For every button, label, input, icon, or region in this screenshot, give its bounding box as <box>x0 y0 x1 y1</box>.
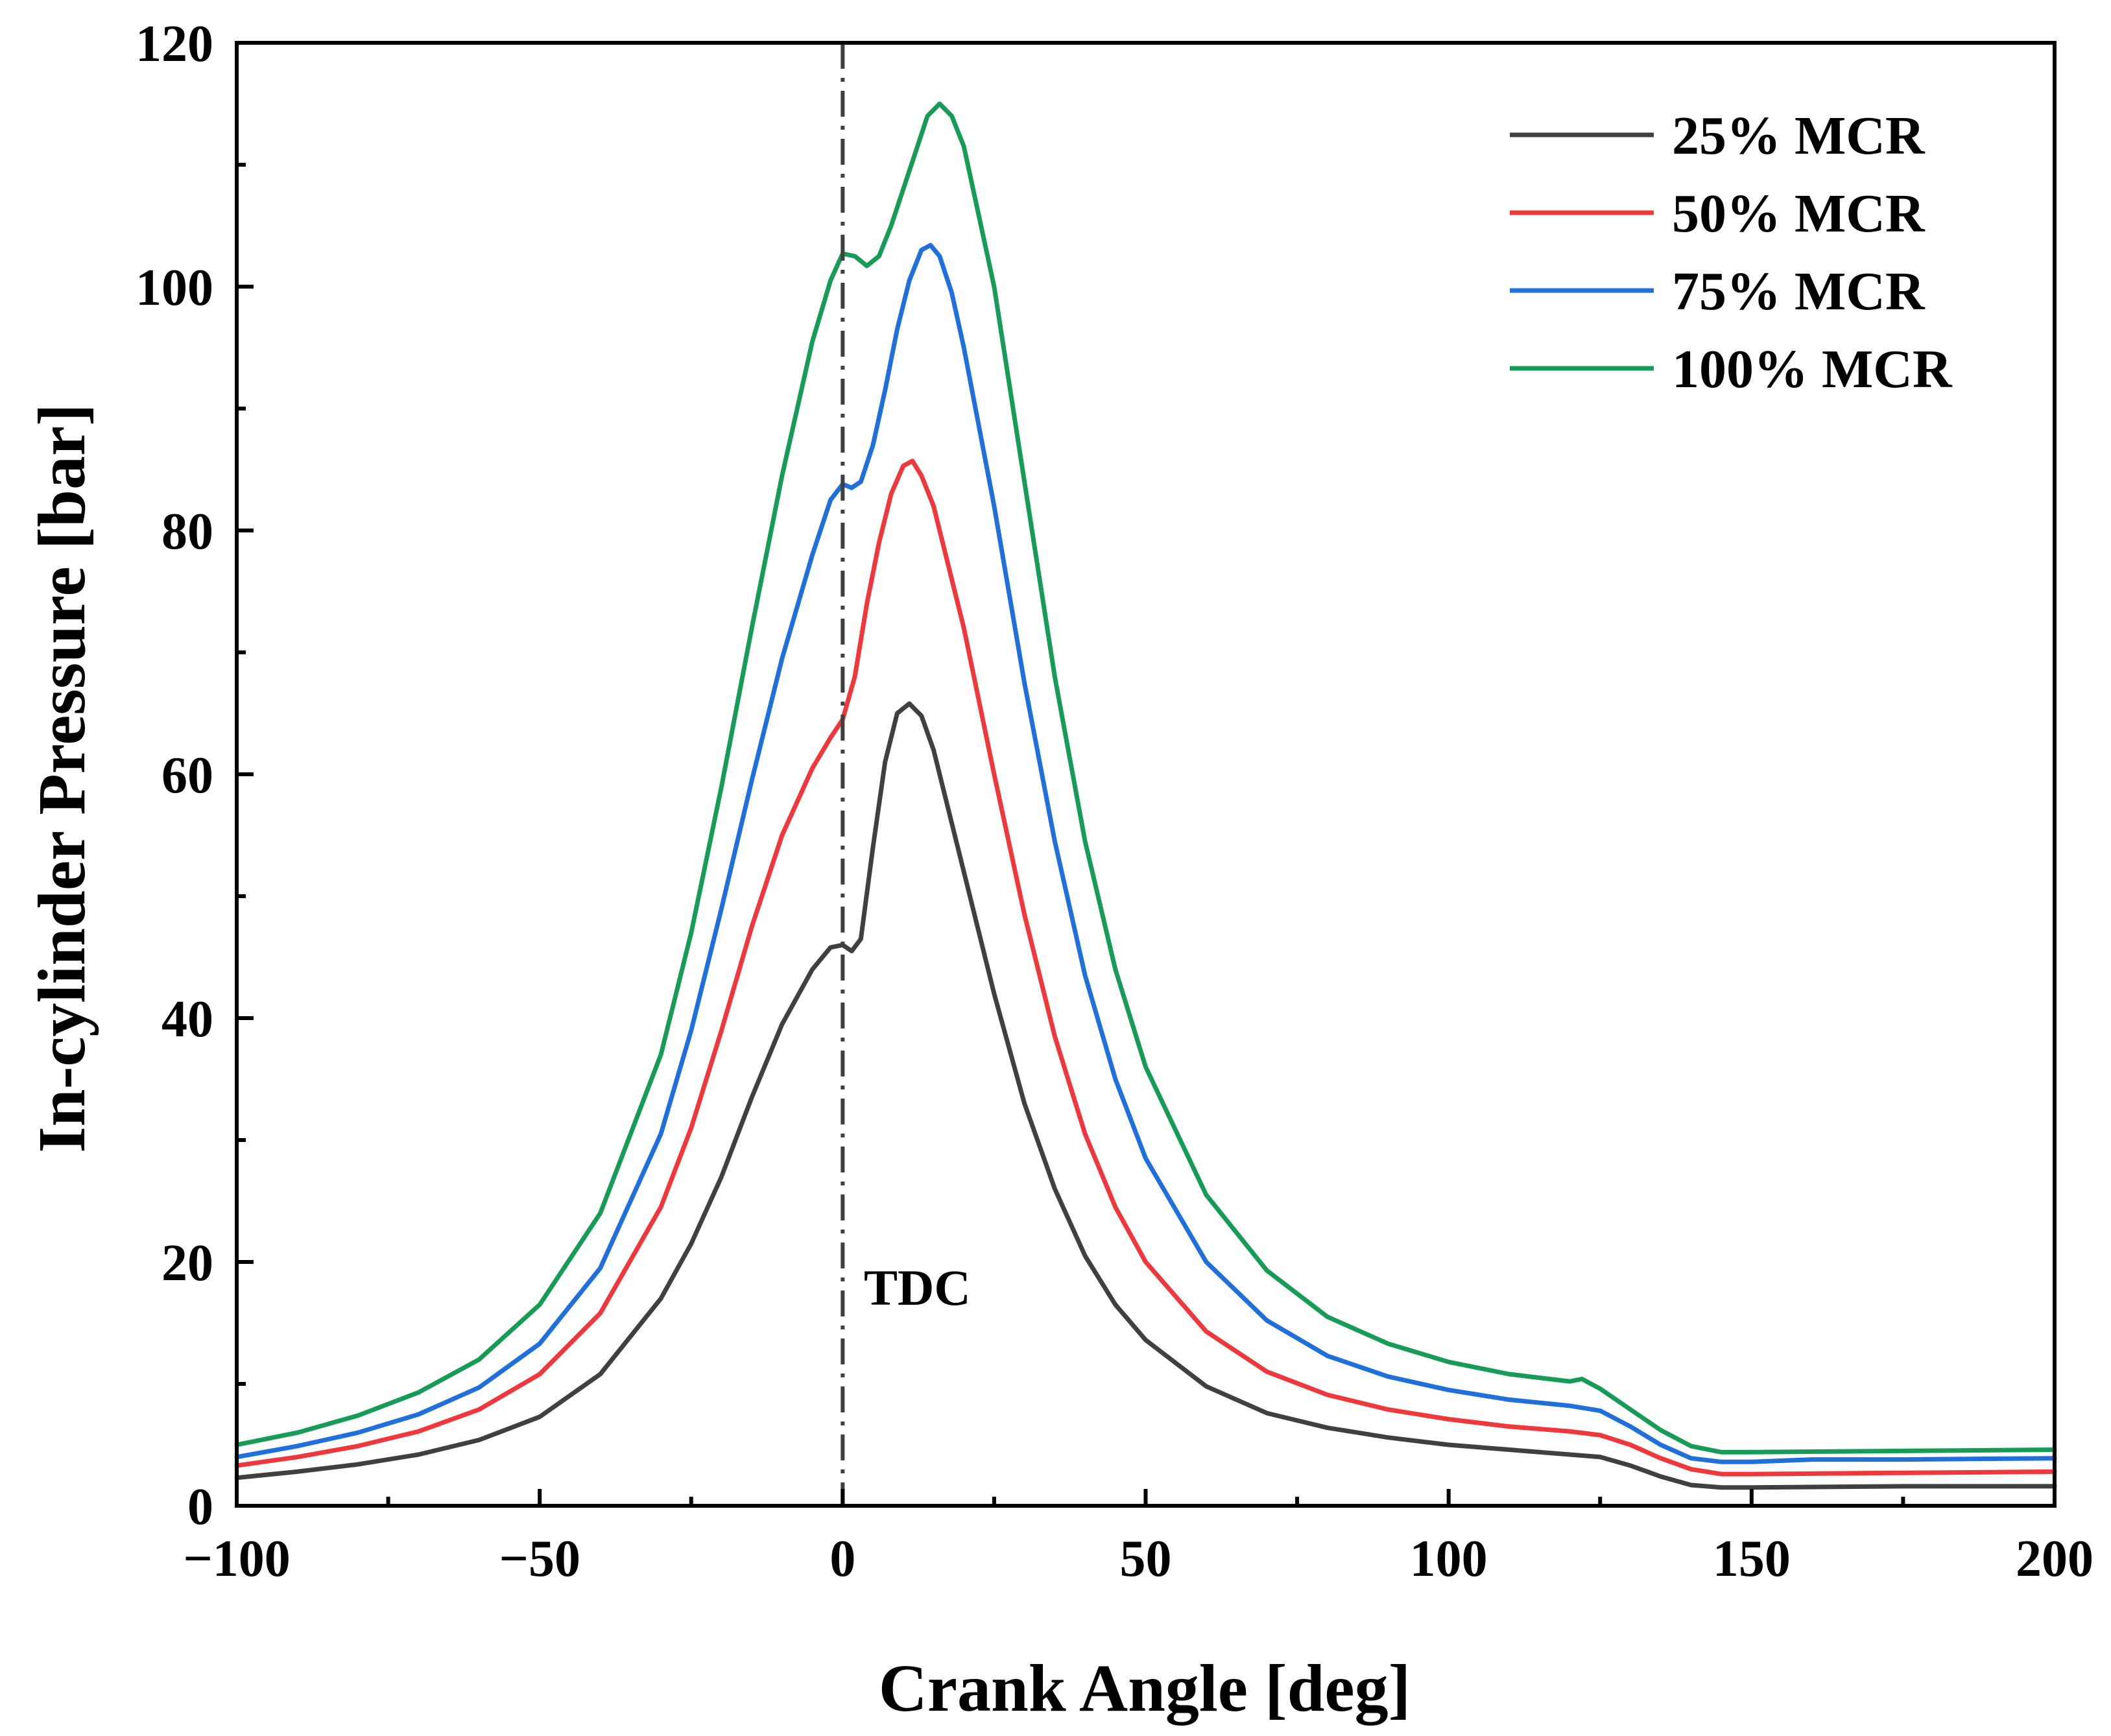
y-tick-label: 80 <box>161 503 213 560</box>
y-tick-label: 0 <box>187 1479 213 1536</box>
x-tick-label: 200 <box>2016 1530 2093 1587</box>
y-tick-label: 120 <box>136 16 213 73</box>
x-tick-label: 100 <box>1410 1530 1488 1587</box>
x-tick-label: −100 <box>183 1530 291 1587</box>
y-axis-title: In-cylinder Pressure [bar] <box>25 403 99 1152</box>
legend: 25% MCR 50% MCR 75% MCR 100% MCR <box>1510 106 1953 399</box>
y-axis-ticks: 0 20 40 60 80 100 120 <box>136 16 254 1536</box>
series-line-2 <box>234 458 2057 1477</box>
y-tick-label: 40 <box>161 991 213 1048</box>
series-layer <box>234 101 2057 1490</box>
legend-label-3: 75% MCR <box>1672 261 1926 322</box>
x-axis-title: Crank Angle [deg] <box>879 1651 1411 1726</box>
legend-label-4: 100% MCR <box>1672 339 1953 399</box>
y-tick-label: 100 <box>136 259 213 316</box>
legend-label-2: 50% MCR <box>1672 184 1926 244</box>
x-axis-ticks: −100 −50 0 50 100 150 200 <box>183 1489 2093 1587</box>
tdc-annotation: TDC <box>864 1259 971 1316</box>
series-line-3 <box>234 243 2057 1464</box>
x-tick-label: 50 <box>1120 1530 1172 1587</box>
x-tick-label: −50 <box>499 1530 580 1587</box>
legend-label-1: 25% MCR <box>1672 106 1926 166</box>
series-line-1 <box>234 701 2057 1490</box>
y-tick-label: 20 <box>161 1235 213 1292</box>
x-tick-label: 0 <box>829 1530 855 1587</box>
x-tick-label: 150 <box>1713 1530 1791 1587</box>
y-tick-label: 60 <box>161 747 213 804</box>
series-line-4 <box>234 101 2057 1455</box>
